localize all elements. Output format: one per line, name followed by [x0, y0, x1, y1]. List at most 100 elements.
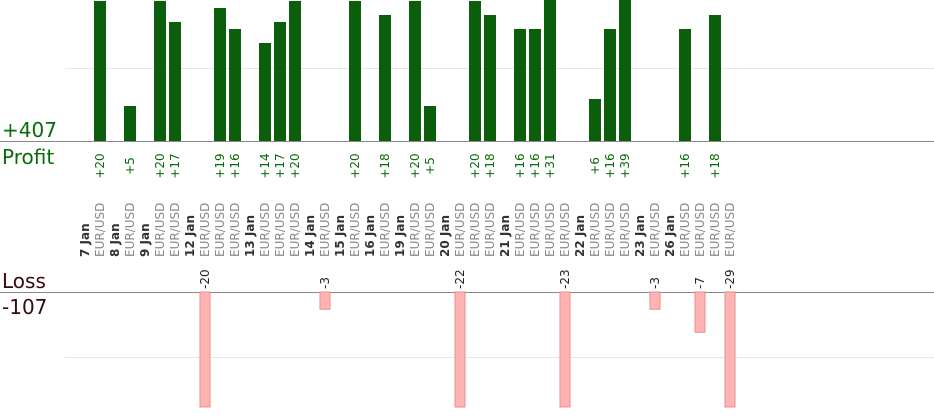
date-label: 21 Jan [498, 215, 512, 257]
pair-label: EUR/USD [153, 203, 167, 257]
pair-label: EUR/USD [198, 203, 212, 257]
loss-bar [559, 291, 571, 408]
date-label: 19 Jan [393, 215, 407, 257]
loss-bar [694, 291, 706, 333]
loss-bar [199, 291, 211, 408]
loss-value-label: -3 [318, 277, 332, 289]
profit-value-label: +20 [468, 153, 482, 178]
pair-label: EUR/USD [408, 203, 422, 257]
pair-label: EUR/USD [723, 203, 737, 257]
pair-label: EUR/USD [228, 203, 242, 257]
date-label: 20 Jan [438, 215, 452, 257]
profit-bar [484, 15, 496, 141]
profit-value-label: +39 [618, 153, 632, 178]
pair-label: EUR/USD [708, 203, 722, 257]
profit-value-label: +17 [168, 153, 182, 178]
pair-label: EUR/USD [618, 203, 632, 257]
profit-bar [679, 29, 691, 141]
pair-label: EUR/USD [528, 203, 542, 257]
pair-label: EUR/USD [123, 203, 137, 257]
profit-value-label: +20 [288, 153, 302, 178]
profit-bar [349, 1, 361, 141]
profit-value-label: +18 [483, 153, 497, 178]
date-label: 13 Jan [243, 215, 257, 257]
loss-value-label: -22 [453, 269, 467, 289]
profit-bar [424, 106, 436, 141]
pair-label: EUR/USD [678, 203, 692, 257]
loss-value-label: -23 [558, 269, 572, 289]
loss-bar [454, 291, 466, 408]
pair-label: EUR/USD [93, 203, 107, 257]
date-label: 12 Jan [183, 215, 197, 257]
loss-bar [724, 291, 736, 408]
profit-bar [94, 1, 106, 141]
pair-label: EUR/USD [213, 203, 227, 257]
loss-total: -107 [2, 295, 48, 319]
pair-label: EUR/USD [168, 203, 182, 257]
profit-bar [409, 1, 421, 141]
profit-bar [619, 0, 631, 141]
profit-value-label: +16 [678, 153, 692, 178]
profit-value-label: +19 [213, 153, 227, 178]
pair-label: EUR/USD [468, 203, 482, 257]
pair-label: EUR/USD [483, 203, 497, 257]
date-label: 23 Jan [633, 215, 647, 257]
pair-label: EUR/USD [648, 203, 662, 257]
loss-bar [649, 291, 661, 310]
date-label: 7 Jan [78, 223, 92, 257]
date-label: 8 Jan [108, 223, 122, 257]
profit-value-label: +16 [513, 153, 527, 178]
profit-value-label: +17 [273, 153, 287, 178]
loss-value-label: -3 [648, 277, 662, 289]
pair-label: EUR/USD [558, 203, 572, 257]
profit-value-label: +5 [123, 157, 137, 175]
loss-value-label: -7 [693, 277, 707, 289]
pair-label: EUR/USD [348, 203, 362, 257]
loss-label: Loss [2, 269, 46, 293]
profit-bar [529, 29, 541, 141]
profit-bar [379, 15, 391, 141]
loss-value-label: -20 [198, 269, 212, 289]
loss-value-label: -29 [723, 269, 737, 289]
profit-value-label: +20 [348, 153, 362, 178]
profit-bar [124, 106, 136, 141]
profit-bar [169, 22, 181, 141]
profit-value-label: +18 [378, 153, 392, 178]
pair-label: EUR/USD [588, 203, 602, 257]
profit-bar [229, 29, 241, 141]
profit-bar [469, 1, 481, 141]
profit-value-label: +16 [228, 153, 242, 178]
pair-label: EUR/USD [378, 203, 392, 257]
profit-value-label: +16 [528, 153, 542, 178]
pair-label: EUR/USD [543, 203, 557, 257]
profit-bar [544, 0, 556, 141]
profit-value-label: +6 [588, 157, 602, 175]
pair-label: EUR/USD [693, 203, 707, 257]
date-label: 14 Jan [303, 215, 317, 257]
pair-label: EUR/USD [288, 203, 302, 257]
date-label: 9 Jan [138, 223, 152, 257]
profit-value-label: +20 [153, 153, 167, 178]
profit-bar [514, 29, 526, 141]
profit-total: +407 [2, 118, 57, 142]
date-label: 16 Jan [363, 215, 377, 257]
date-label: 22 Jan [573, 215, 587, 257]
profit-value-label: +14 [258, 153, 272, 178]
pair-label: EUR/USD [423, 203, 437, 257]
profit-bar [274, 22, 286, 141]
profit-value-label: +5 [423, 157, 437, 175]
pair-label: EUR/USD [453, 203, 467, 257]
profit-value-label: +20 [408, 153, 422, 178]
profit-bar [154, 1, 166, 141]
profit-bar [214, 8, 226, 141]
profit-bar [589, 99, 601, 141]
loss-bar [319, 291, 331, 310]
pair-label: EUR/USD [603, 203, 617, 257]
date-label: 26 Jan [663, 215, 677, 257]
profit-value-label: +16 [603, 153, 617, 178]
profit-bar [604, 29, 616, 141]
date-label: 15 Jan [333, 215, 347, 257]
pair-label: EUR/USD [513, 203, 527, 257]
profit-bar [289, 1, 301, 141]
